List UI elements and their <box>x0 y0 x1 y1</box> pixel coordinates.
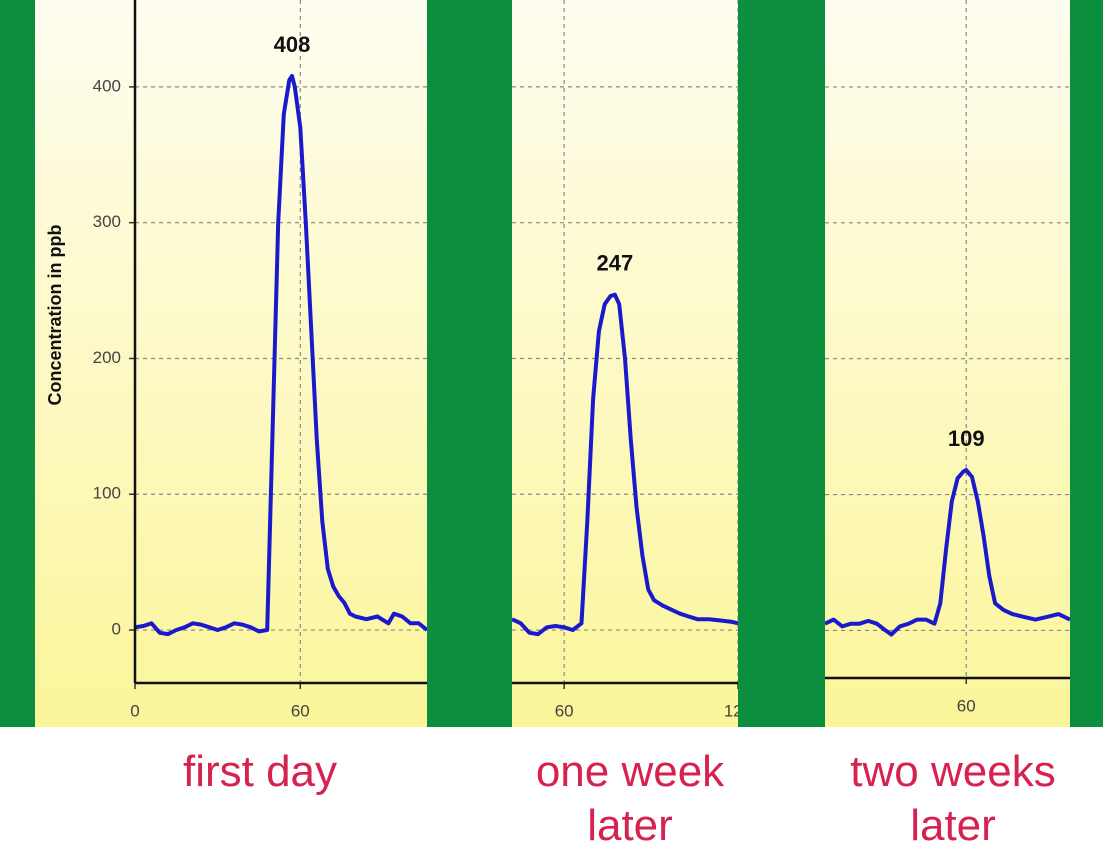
peak-label: 408 <box>274 32 311 57</box>
peak-label: 109 <box>948 426 985 451</box>
x-tick-label: 60 <box>957 696 976 715</box>
peak-label: 247 <box>596 250 633 275</box>
x-tick-label: 0 <box>130 701 139 720</box>
y-tick-label: 200 <box>93 348 121 367</box>
panel: 60 120 247 <box>512 0 752 727</box>
panel-caption: first day <box>182 747 338 796</box>
panel: 0 60 0 100 200 300 400 408 Concentration in ppb <box>35 0 427 727</box>
x-tick-label: 60 <box>555 701 574 720</box>
y-tick-label: 0 <box>112 620 121 639</box>
plot-background <box>35 0 427 727</box>
panel: 60 109 <box>825 0 1070 727</box>
x-tick-label: 120 <box>724 701 752 720</box>
plot-area: 60 <box>825 0 1070 715</box>
panel-caption: two weeks later <box>850 747 1056 850</box>
panel-caption: one week later <box>535 747 725 850</box>
data-line <box>512 292 738 637</box>
y-tick-label: 300 <box>93 212 121 231</box>
y-tick-label: 400 <box>93 76 121 95</box>
y-axis-label: Concentration in ppb <box>45 225 65 406</box>
data-line <box>825 468 1070 637</box>
plot-background <box>825 0 1070 727</box>
y-tick-label: 100 <box>93 484 121 503</box>
x-tick-label: 60 <box>291 701 310 720</box>
data-line <box>134 74 427 637</box>
plot-area: 60 120 <box>512 0 752 720</box>
